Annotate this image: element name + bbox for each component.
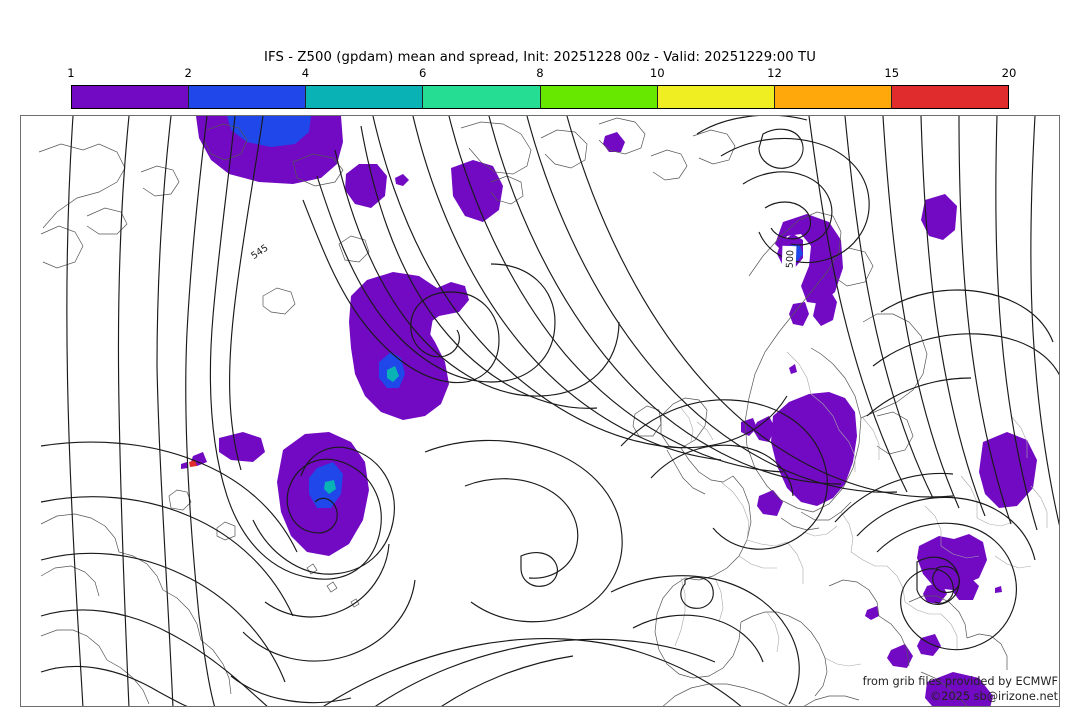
map-panel: 545 500 (20, 115, 1060, 707)
contour-label-layer: 545 500 (244, 237, 797, 273)
contour-layer (40, 116, 1059, 706)
page-title: IFS - Z500 (gpdam) mean and spread, Init… (264, 50, 816, 65)
colorbar-segment-8-10 (539, 86, 657, 108)
colorbar-tick-4: 4 (301, 66, 310, 80)
colorbar-tick-2: 2 (184, 66, 192, 80)
map-graphic: 545 500 (21, 116, 1059, 706)
colorbar-tick-20: 20 (1001, 66, 1017, 80)
colorbar-tick-12: 12 (767, 66, 782, 80)
country-border-layer (674, 351, 1048, 667)
spread-colorbar: 1 2 4 6 8 10 12 15 20 (67, 66, 1016, 109)
colorbar-tick-labels: 1 2 4 6 8 10 12 15 20 (67, 66, 1016, 82)
colorbar-segment-6-8 (422, 86, 540, 108)
colorbar-strip (71, 85, 1009, 109)
colorbar-segment-1-2 (72, 86, 189, 108)
colorbar-tick-1: 1 (67, 66, 75, 80)
svg-text:500: 500 (785, 250, 797, 269)
colorbar-tick-10: 10 (649, 66, 665, 80)
colorbar-segment-4-6 (305, 86, 423, 108)
colorbar-tick-8: 8 (536, 66, 544, 80)
colorbar-segment-10-12 (656, 86, 774, 108)
colorbar-tick-6: 6 (419, 66, 427, 80)
colorbar-segment-12-15 (773, 86, 891, 108)
colorbar-tick-15: 15 (884, 66, 900, 80)
colorbar-segment-2-4 (188, 86, 306, 108)
coastline-layer (38, 117, 1008, 706)
colorbar-segment-15-20 (890, 86, 1008, 108)
